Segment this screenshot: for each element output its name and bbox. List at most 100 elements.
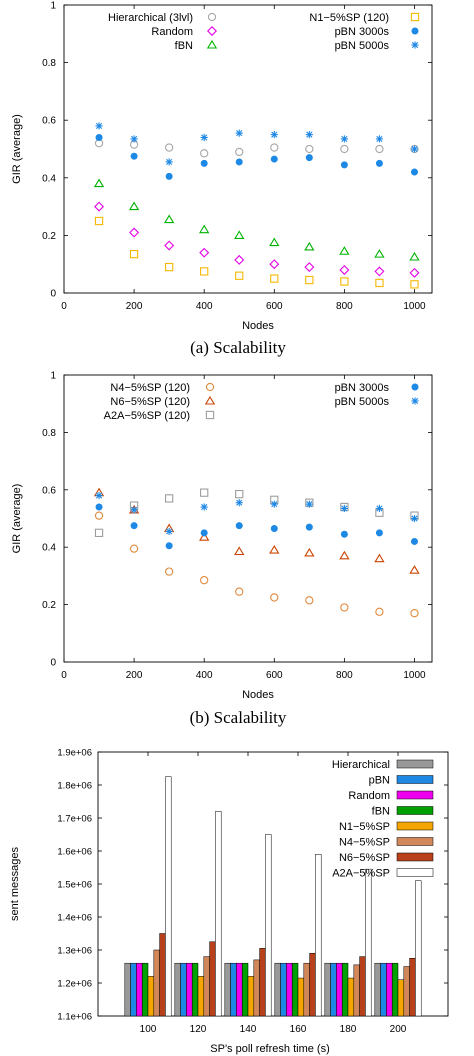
panel-c-xtick-label: 140 (240, 1024, 257, 1035)
panel-c-xtick-label: 120 (190, 1024, 207, 1035)
panel-a-data-point (410, 145, 419, 153)
panel-c-bar (315, 854, 322, 1017)
panel-a-data-point (340, 135, 348, 143)
panel-c-legend-swatch (396, 775, 434, 784)
panel-c-bar (253, 959, 260, 1017)
panel-b-data-point (340, 603, 349, 612)
panel-a-legend-marker (207, 12, 217, 22)
panel-a-legend-label: Random (151, 26, 193, 38)
panel-b-ytick-label: 0.2 (42, 600, 56, 611)
panel-a-ytick-label: 1 (50, 1, 56, 12)
panel-b-data-point (375, 607, 384, 616)
panel-c-legend-label: pBN (369, 775, 390, 787)
panel-b-data-point (235, 489, 244, 499)
panel-c-legend-label: Random (348, 790, 390, 802)
panel-c-legend-swatch (396, 821, 434, 831)
panel-c-bar (136, 962, 143, 1017)
panel-c-bar (186, 962, 193, 1017)
panel-b-x-axis-label: Nodes (242, 689, 274, 701)
panel-a-data-point (409, 267, 420, 278)
panel-b-data-point (200, 576, 209, 585)
panel-b-data-point (270, 525, 278, 533)
panel-a-data-point (269, 237, 280, 247)
panel-c-bar (415, 880, 422, 1017)
panel-b-data-point (165, 542, 173, 550)
panel-c-ytick-label: 1.5e+06 (57, 880, 92, 891)
panel-a-series (94, 139, 419, 158)
panel-a-y-axis-label: GIR (average) (11, 114, 23, 184)
panel-a-series (94, 216, 419, 289)
panel-b-y-axis-label: GIR (average) (11, 484, 23, 554)
panel-a-data-point (375, 144, 384, 154)
panel-c-x-axis-label: SP's poll refresh time (s) (210, 1043, 329, 1055)
panel-b-xtick-label: 800 (336, 670, 353, 681)
panel-c-bar (265, 834, 272, 1017)
panel-b-chart: 0 0.2 0.4 0.6 0.8 1 0 200 400 600 800 1000 Nodes GIR … (11, 371, 433, 727)
panel-c-bar (286, 962, 293, 1017)
panel-c-bar (147, 976, 155, 1017)
panel-c-bar (409, 958, 416, 1017)
panel-c-bar (209, 941, 216, 1017)
panel-a-data-point (340, 277, 349, 286)
panel-c-y-axis-label: sent messages (9, 847, 21, 921)
panel-c-bar (224, 962, 231, 1017)
panel-c-bar (365, 868, 372, 1017)
panel-b-data-point (164, 494, 174, 503)
panel-a-data-point (165, 158, 173, 166)
panel-a-ytick-label: 0.8 (42, 58, 56, 69)
panel-a-data-point (199, 224, 210, 234)
panel-a-data-point (95, 133, 103, 141)
panel-c-legend-label: fBN (372, 806, 390, 818)
panel-b-data-point (235, 522, 243, 530)
panel-c-bar (359, 956, 366, 1017)
panel-a-legend-label: pBN 5000s (335, 40, 390, 52)
panel-b-legend-marker (411, 397, 419, 405)
panel-c-legend-label: N4−5%SP (339, 837, 390, 849)
panel-b-legend-marker (411, 383, 419, 391)
panel-a-data-point (130, 135, 138, 143)
panel-c-ytick-label: 1.3e+06 (57, 946, 92, 957)
panel-a-legend-marker (207, 26, 217, 36)
panel-c-legend-swatch (396, 790, 434, 800)
panel-c-bar (297, 977, 305, 1017)
panel-b-series (95, 503, 418, 550)
panel-a-legend-label: N1−5%SP (120) (309, 12, 389, 24)
panel-a-series (93, 178, 420, 261)
panel-a-xtick-label: 800 (336, 301, 353, 312)
panel-c-legend-swatch (396, 806, 434, 815)
panel-c-bar (247, 976, 255, 1017)
panel-b-data-point (305, 596, 314, 605)
panel-b-ytick-label: 0 (50, 658, 56, 669)
panel-a-series (95, 122, 419, 166)
panel-b-xtick-label: 400 (196, 670, 213, 681)
panel-a-data-point (200, 159, 208, 167)
panel-a-data-point (304, 241, 315, 251)
panel-a-data-point (410, 280, 419, 289)
panel-b-data-point (410, 537, 418, 545)
panel-c-bar (130, 962, 137, 1017)
panel-c-bar (391, 962, 399, 1017)
panel-a-data-point (270, 131, 278, 139)
panel-b-series (94, 488, 419, 537)
panel-b-data-point (200, 503, 208, 511)
panel-c-bar (380, 962, 387, 1017)
panel-b-data-point (234, 546, 245, 556)
panel-a-data-point (305, 154, 313, 162)
panel-b-data-point (130, 522, 138, 530)
panel-a-data-point (163, 214, 175, 224)
panel-c-bar (386, 962, 393, 1017)
panel-c-xtick-label: 100 (140, 1024, 157, 1035)
panel-c-bar (124, 962, 131, 1017)
panel-a-legend-marker (410, 12, 420, 22)
panel-c-legend-label: N1−5%SP (339, 821, 390, 833)
panel-a-ytick-label: 0 (50, 289, 56, 300)
panel-b-caption: (b) Scalability (190, 708, 287, 727)
panel-c-bar (215, 811, 222, 1017)
panel-a-data-point (200, 133, 208, 142)
panel-c-ytick-label: 1.7e+06 (57, 814, 92, 825)
panel-c-bar (203, 956, 210, 1017)
panel-b-data-point (340, 530, 348, 538)
panel-c-xtick-label: 180 (340, 1024, 357, 1035)
panel-c-bar (336, 962, 343, 1017)
